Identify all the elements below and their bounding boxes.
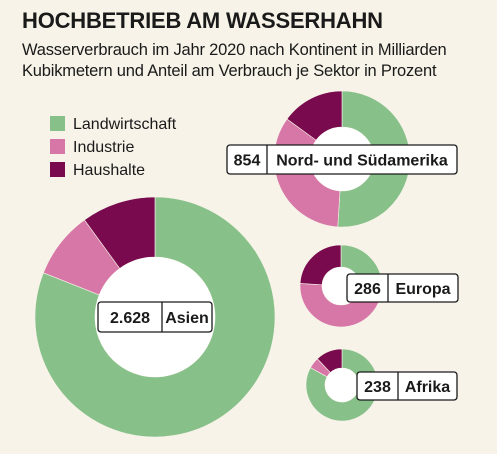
label-box-asien xyxy=(97,301,213,333)
value-label-europa: 286 xyxy=(354,281,381,298)
name-label-afrika: Afrika xyxy=(405,379,450,396)
donuts: 2.628 Asien 854 Nord- und Südamerika 286 Euro… xyxy=(34,90,459,438)
value-label-nord-und-suedamerika: 854 xyxy=(234,153,261,170)
label-box-europa xyxy=(346,273,459,303)
legend-item-haushalte: Haushalte xyxy=(50,162,145,179)
donut-asien: 2.628 Asien xyxy=(34,196,276,438)
value-label-afrika: 238 xyxy=(364,379,391,396)
name-label-asien: Asien xyxy=(165,310,209,327)
name-label-nord-und-suedamerika: Nord- und Südamerika xyxy=(276,153,448,170)
legend-swatch-industrie xyxy=(50,139,65,154)
name-label-europa: Europa xyxy=(395,281,450,298)
label-box-afrika xyxy=(356,371,458,401)
legend-label-haushalte: Haushalte xyxy=(73,162,145,179)
legend-item-industrie: Industrie xyxy=(50,139,134,156)
donut-hole-afrika xyxy=(325,368,359,402)
chart-subtitle: Wasserverbrauch im Jahr 2020 nach Kontin… xyxy=(22,41,447,80)
legend-swatch-haushalte xyxy=(50,162,65,177)
legend-label-industrie: Industrie xyxy=(73,139,134,156)
chart-title: HOCHBETRIEB AM WASSERHAHN xyxy=(22,8,383,33)
value-label-asien: 2.628 xyxy=(110,310,150,327)
legend: Landwirtschaft Industrie Haushalte xyxy=(50,116,177,179)
legend-swatch-landwirtschaft xyxy=(50,116,65,131)
donut-europa: 286 Europa xyxy=(299,244,459,328)
donut-afrika: 238 Afrika xyxy=(305,348,458,422)
label-box-nord-und-suedamerika xyxy=(226,144,458,175)
donut-nord-und-suedamerika: 854 Nord- und Südamerika xyxy=(226,90,458,228)
legend-item-landwirtschaft: Landwirtschaft xyxy=(50,116,177,133)
legend-label-landwirtschaft: Landwirtschaft xyxy=(73,116,177,133)
